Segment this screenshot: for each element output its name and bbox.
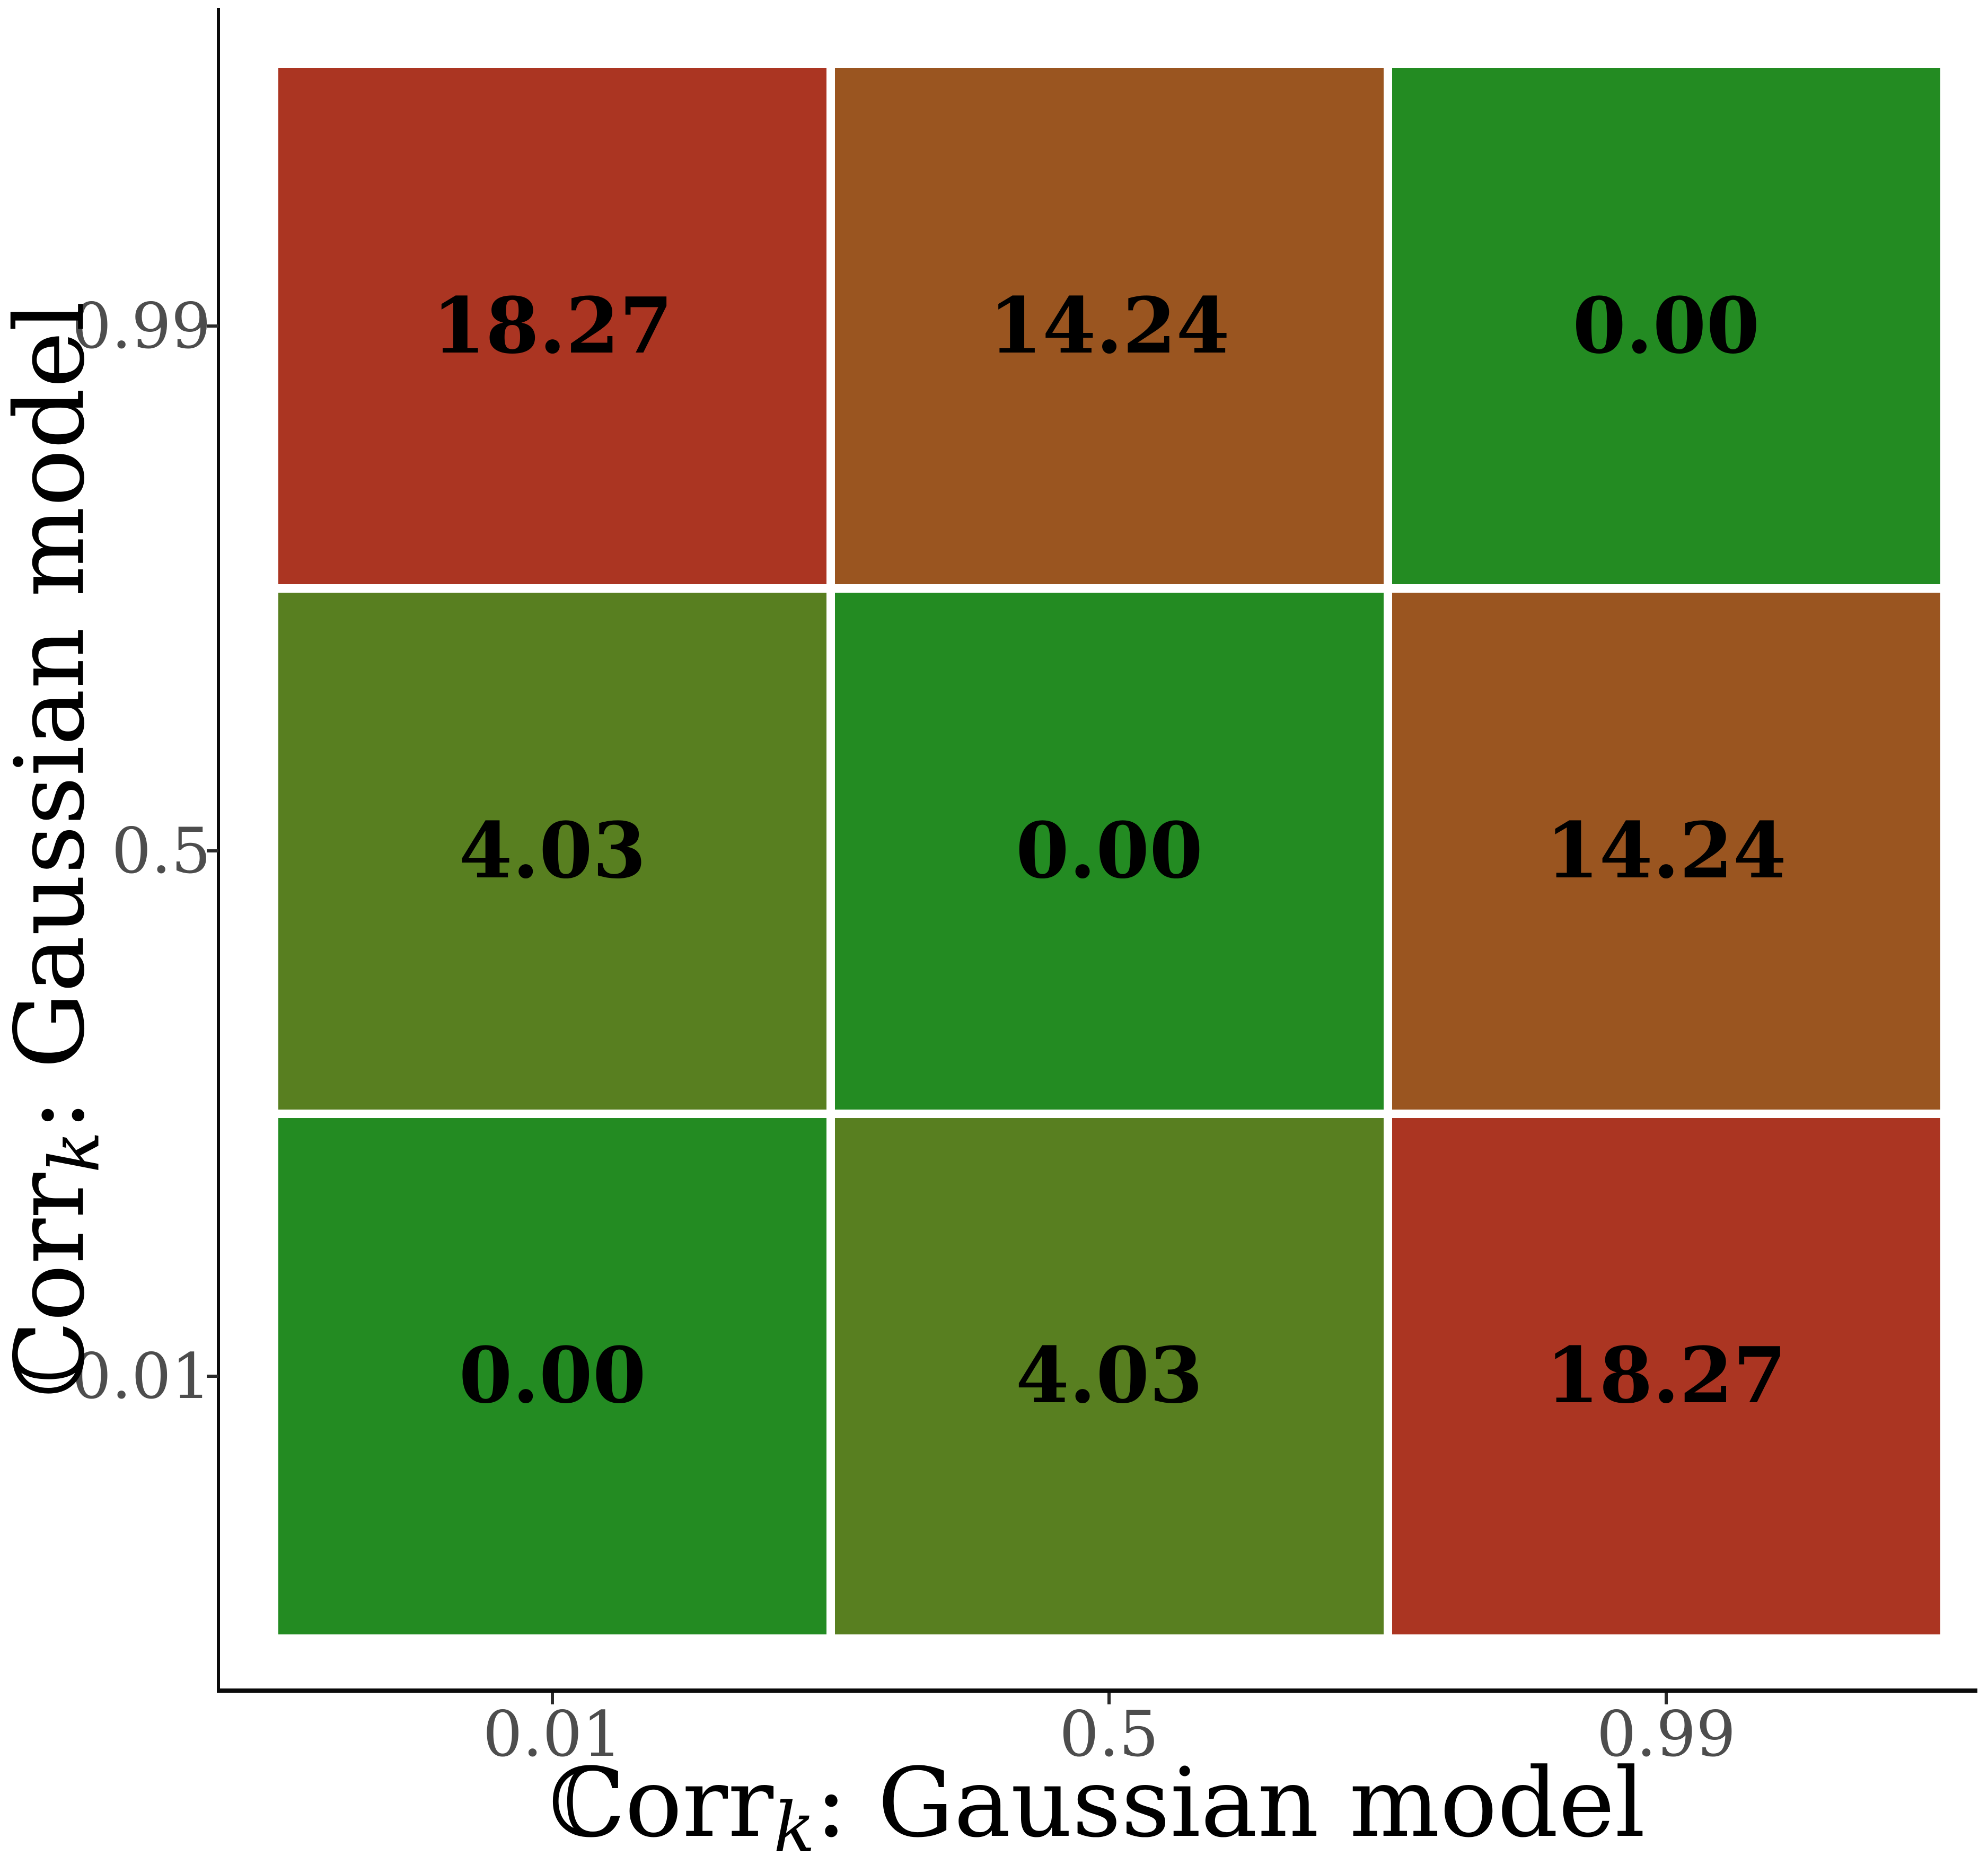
heatmap-cell: 4.03 — [278, 593, 827, 1110]
x-tick-label: 0.99 — [1596, 1697, 1736, 1771]
heatmap-cell: 0.00 — [835, 593, 1384, 1110]
heatmap-cell: 18.27 — [1392, 1118, 1940, 1634]
heatmap-cell: 18.27 — [278, 68, 827, 585]
cell-value-label: 14.24 — [989, 280, 1230, 371]
y-axis-title-subscript: k — [34, 1131, 115, 1173]
x-tick-label: 0.01 — [482, 1697, 622, 1771]
x-tick-mark — [1107, 1693, 1111, 1704]
x-axis-title-subscript: k — [773, 1787, 815, 1856]
cell-value-label: 18.27 — [432, 280, 673, 371]
heatmap-grid: 18.27 14.24 0.00 4.03 0.00 14.24 0.00 4.… — [278, 68, 1940, 1634]
y-axis-title-suffix: : Gaussian model — [0, 301, 106, 1131]
cell-value-label: 4.03 — [459, 805, 646, 896]
cell-value-label: 14.24 — [1545, 805, 1787, 896]
y-tick-mark — [207, 324, 218, 328]
heatmap-cell: 14.24 — [1392, 593, 1940, 1110]
x-axis-title: ℂorrk: Gaussian model — [217, 1748, 1977, 1856]
heatmap-cell: 0.00 — [1392, 68, 1940, 585]
y-tick-label: 0.5 — [111, 814, 211, 887]
cell-value-label: 18.27 — [1545, 1331, 1787, 1421]
y-axis-title-prefix: ℂorr — [0, 1173, 106, 1398]
cell-value-label: 0.00 — [1572, 280, 1760, 371]
x-tick-label: 0.5 — [1059, 1697, 1159, 1771]
x-tick-mark — [1665, 1693, 1668, 1704]
cell-value-label: 4.03 — [1015, 1331, 1203, 1421]
y-axis-title: ℂorrk: Gaussian model — [0, 301, 115, 1398]
x-axis-line — [217, 1688, 1977, 1693]
y-axis-line — [217, 8, 220, 1692]
cell-value-label: 0.00 — [1015, 805, 1203, 896]
x-tick-mark — [551, 1693, 554, 1704]
heatmap-cell: 0.00 — [278, 1118, 827, 1634]
heatmap-cell: 4.03 — [835, 1118, 1384, 1634]
x-axis-title-prefix: ℂorr — [549, 1748, 774, 1856]
y-tick-mark — [207, 1375, 218, 1378]
y-tick-label: 0.99 — [72, 289, 211, 363]
y-tick-mark — [207, 849, 218, 852]
y-tick-label: 0.01 — [72, 1340, 211, 1413]
cell-value-label: 0.00 — [459, 1331, 646, 1421]
heatmap-cell: 14.24 — [835, 68, 1384, 585]
x-axis-title-suffix: : Gaussian model — [815, 1748, 1646, 1856]
